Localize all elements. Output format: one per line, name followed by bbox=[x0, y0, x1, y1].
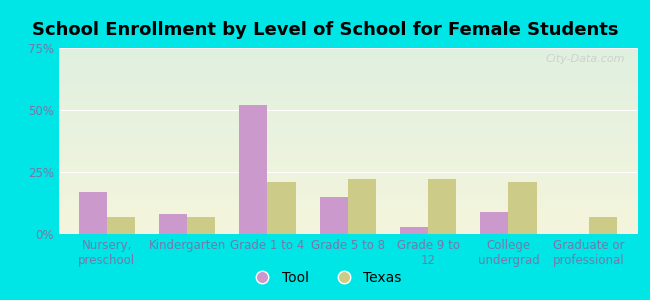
Text: School Enrollment by Level of School for Female Students: School Enrollment by Level of School for… bbox=[32, 21, 618, 39]
Bar bbox=[187, 217, 215, 234]
Bar bbox=[107, 217, 135, 234]
Bar bbox=[480, 212, 508, 234]
Text: City-Data.com: City-Data.com bbox=[546, 54, 625, 64]
Bar bbox=[400, 226, 428, 234]
Bar bbox=[267, 182, 296, 234]
Bar bbox=[239, 105, 267, 234]
Bar bbox=[428, 179, 456, 234]
Bar bbox=[159, 214, 187, 234]
Bar bbox=[79, 192, 107, 234]
Legend: Tool, Texas: Tool, Texas bbox=[243, 265, 407, 290]
Bar bbox=[348, 179, 376, 234]
Bar bbox=[589, 217, 617, 234]
Bar bbox=[508, 182, 536, 234]
Bar bbox=[320, 197, 348, 234]
